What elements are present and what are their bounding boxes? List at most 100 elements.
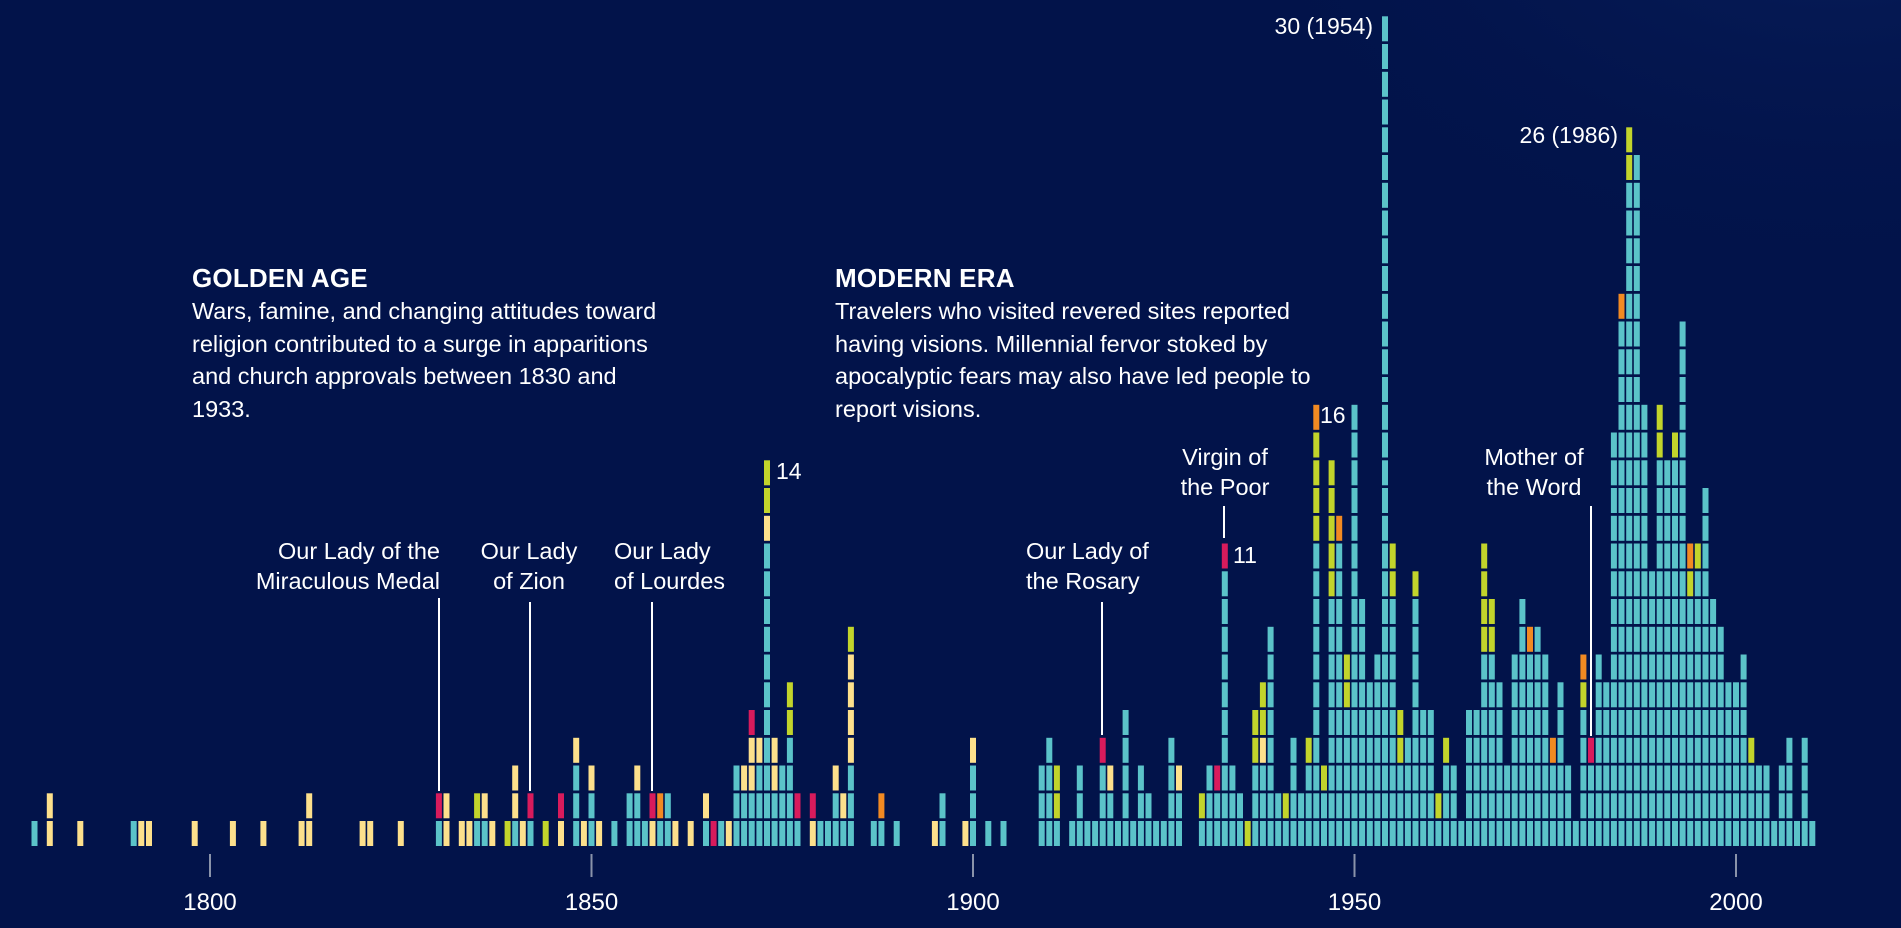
- bar-block-1954-14: [1382, 460, 1388, 486]
- bar-block-1990-8: [1656, 626, 1663, 652]
- bar-block-1993-9: [1679, 599, 1686, 624]
- bar-block-1987-14: [1633, 460, 1640, 486]
- bar-block-1975-5: [1542, 710, 1549, 735]
- bar-block-1986-10: [1626, 571, 1633, 597]
- bar-block-1951-6: [1359, 682, 1366, 708]
- bar-block-1995-11: [1694, 543, 1701, 569]
- bar-block-1830-1: [435, 821, 442, 846]
- column-2004: [1763, 765, 1770, 846]
- bar-block-1984-4: [1610, 737, 1617, 763]
- column-1960: [1427, 710, 1434, 846]
- column-1949: [1343, 654, 1350, 846]
- bar-block-1973-3: [1527, 765, 1533, 791]
- bar-block-1975-3: [1542, 765, 1549, 791]
- bar-block-1948-9: [1336, 599, 1343, 624]
- bar-block-1947-11: [1328, 543, 1335, 569]
- column-1934: [1229, 765, 1236, 846]
- bar-block-1865-1: [703, 821, 709, 846]
- column-1851: [596, 821, 603, 846]
- column-1842: [527, 793, 534, 846]
- bar-block-1961-2: [1435, 793, 1442, 819]
- bar-block-1948-6: [1336, 682, 1343, 708]
- bar-block-1939-1: [1267, 821, 1274, 846]
- peak-label-1986: 26 (1986): [1519, 122, 1618, 148]
- label-line: Mother of: [1484, 444, 1584, 470]
- bar-block-1977-1: [1557, 821, 1564, 846]
- bar-block-1954-19: [1382, 321, 1388, 347]
- bar-block-1969-3: [1496, 765, 1503, 791]
- bar-block-1861-1: [672, 821, 679, 846]
- bar-block-1954-29: [1382, 44, 1388, 69]
- bar-block-1944-2: [1305, 793, 1312, 819]
- bar-block-1875-1: [779, 821, 786, 846]
- bar-block-1956-1: [1397, 821, 1404, 846]
- bar-block-1918-2: [1107, 793, 1114, 819]
- label-line: Our Lady of: [1026, 538, 1149, 564]
- bar-block-1958-10: [1412, 571, 1419, 597]
- bar-block-1884-5: [847, 710, 854, 735]
- column-1921: [1130, 821, 1137, 846]
- peak-label-1933: 11: [1233, 542, 1257, 568]
- column-1844: [542, 821, 549, 846]
- bar-block-1947-3: [1328, 765, 1335, 791]
- bar-block-1986-3: [1626, 765, 1633, 791]
- bar-block-1881-1: [825, 821, 831, 846]
- bar-block-1993-11: [1679, 543, 1686, 569]
- bar-block-1857-1: [641, 821, 648, 846]
- bar-block-1946-2: [1321, 793, 1327, 819]
- bar-block-1988-8: [1641, 626, 1648, 652]
- bar-block-1850-1: [588, 821, 595, 846]
- bar-block-1939-2: [1267, 793, 1274, 819]
- bar-block-1988-16: [1641, 404, 1648, 430]
- column-1835: [474, 793, 481, 846]
- column-1860: [664, 793, 671, 846]
- bar-block-1923-1: [1145, 821, 1152, 846]
- column-1798: [191, 821, 198, 846]
- column-1922: [1137, 765, 1144, 846]
- bar-block-1955-4: [1389, 737, 1396, 763]
- column-1807: [260, 821, 267, 846]
- column-1820: [359, 821, 366, 846]
- column-1848: [573, 737, 580, 846]
- bar-block-1951-1: [1359, 821, 1366, 846]
- column-1976: [1549, 737, 1556, 846]
- bar-block-1955-9: [1389, 599, 1396, 624]
- bar-block-1957-3: [1404, 765, 1411, 791]
- bar-block-1954-5: [1382, 710, 1388, 735]
- bar-block-1836-2: [481, 793, 488, 819]
- bar-block-1943-1: [1298, 821, 1305, 846]
- bar-block-1991-11: [1664, 543, 1671, 569]
- bar-block-1954-27: [1382, 99, 1388, 125]
- bar-block-1990-3: [1656, 765, 1663, 791]
- column-1961: [1435, 793, 1442, 846]
- bar-block-1986-14: [1626, 460, 1633, 486]
- bar-block-1993-2: [1679, 793, 1686, 819]
- bar-block-1977-2: [1557, 793, 1564, 819]
- bar-block-1973-4: [1527, 737, 1533, 763]
- bar-block-1913-1: [1069, 821, 1076, 846]
- bar-block-1917-1: [1099, 821, 1106, 846]
- bar-block-1791-1: [138, 821, 145, 846]
- bar-block-1961-1: [1435, 821, 1442, 846]
- bar-block-1971-2: [1511, 793, 1518, 819]
- bar-block-1873-14: [764, 460, 770, 486]
- bar-block-1873-10: [764, 571, 770, 597]
- bar-block-1951-4: [1359, 737, 1366, 763]
- bar-block-1995-8: [1694, 626, 1701, 652]
- column-2007: [1786, 737, 1793, 846]
- bar-block-1957-4: [1404, 737, 1411, 763]
- bar-block-1985-3: [1618, 765, 1625, 791]
- bar-block-1846-2: [558, 793, 564, 819]
- bar-block-1992-4: [1672, 737, 1678, 763]
- bar-block-1953-6: [1374, 682, 1381, 708]
- bar-block-1807-1: [260, 821, 267, 846]
- bar-block-1994-9: [1687, 599, 1694, 624]
- column-1986: [1626, 127, 1633, 846]
- bar-block-1991-3: [1664, 765, 1671, 791]
- bar-block-1996-5: [1702, 710, 1709, 735]
- bar-block-2003-2: [1755, 793, 1762, 819]
- column-1840: [512, 765, 519, 846]
- bar-block-1982-6: [1595, 682, 1602, 708]
- bar-block-1938-5: [1259, 710, 1266, 735]
- bar-block-1945-15: [1313, 432, 1320, 458]
